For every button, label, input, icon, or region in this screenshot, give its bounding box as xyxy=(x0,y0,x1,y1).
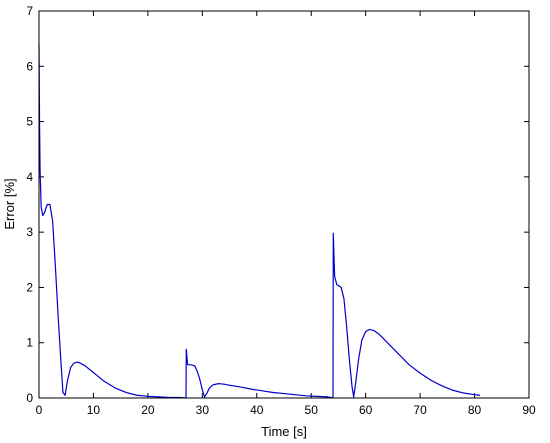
series-line xyxy=(38,44,481,399)
y-tick-label: 7 xyxy=(26,4,33,18)
x-tick-label: 30 xyxy=(196,403,210,417)
y-tick-label: 2 xyxy=(26,280,33,294)
y-axis-ticks: 0 1 2 3 4 5 6 7 xyxy=(26,4,529,405)
x-tick-label: 0 xyxy=(36,403,43,417)
x-tick-label: 70 xyxy=(413,403,427,417)
y-tick-label: 3 xyxy=(26,225,33,239)
x-axis-label: Time [s] xyxy=(261,424,307,439)
x-tick-label: 80 xyxy=(468,403,482,417)
x-tick-label: 10 xyxy=(87,403,101,417)
x-tick-label: 50 xyxy=(305,403,319,417)
y-tick-label: 5 xyxy=(26,115,33,129)
plot-frame xyxy=(38,10,530,399)
y-axis-label: Error [%] xyxy=(2,178,17,229)
y-tick-label: 1 xyxy=(26,336,33,350)
x-tick-label: 20 xyxy=(141,403,155,417)
y-tick-label: 4 xyxy=(26,170,33,184)
x-tick-label: 40 xyxy=(250,403,264,417)
x-tick-label: 60 xyxy=(359,403,373,417)
y-tick-label: 6 xyxy=(26,59,33,73)
x-tick-label: 90 xyxy=(522,403,536,417)
x-axis-ticks: 0 10 20 30 40 50 60 70 80 90 xyxy=(36,11,536,417)
series-layer xyxy=(38,44,481,399)
y-tick-label: 0 xyxy=(26,391,33,405)
plot-background xyxy=(39,11,529,398)
